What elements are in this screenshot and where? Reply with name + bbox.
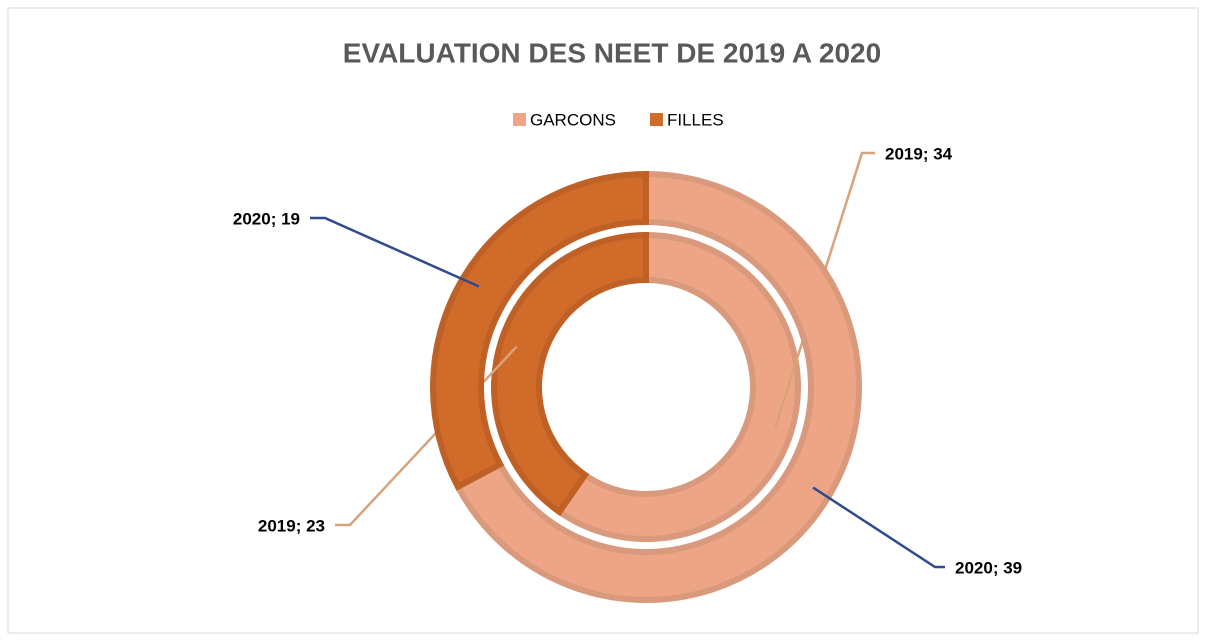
- chart-frame: [7, 7, 1199, 634]
- data-label: 2019; 34: [885, 144, 953, 163]
- data-label: 2020; 39: [955, 558, 1022, 577]
- legend-label: GARCONS: [530, 110, 616, 129]
- legend-swatch: [650, 113, 663, 126]
- doughnut-slice: [555, 231, 801, 542]
- data-label: 2019; 23: [258, 516, 325, 535]
- doughnut-slice: [453, 170, 862, 603]
- doughnut-slice: [430, 170, 649, 491]
- chart-title: EVALUATION DES NEET DE 2019 A 2020: [343, 37, 881, 68]
- leader-line: [310, 216, 480, 288]
- data-label: 2020; 19: [233, 209, 300, 228]
- legend-label: FILLES: [667, 110, 724, 129]
- doughnut-slice: [491, 231, 649, 517]
- leader-line: [812, 486, 945, 569]
- legend-swatch: [513, 113, 526, 126]
